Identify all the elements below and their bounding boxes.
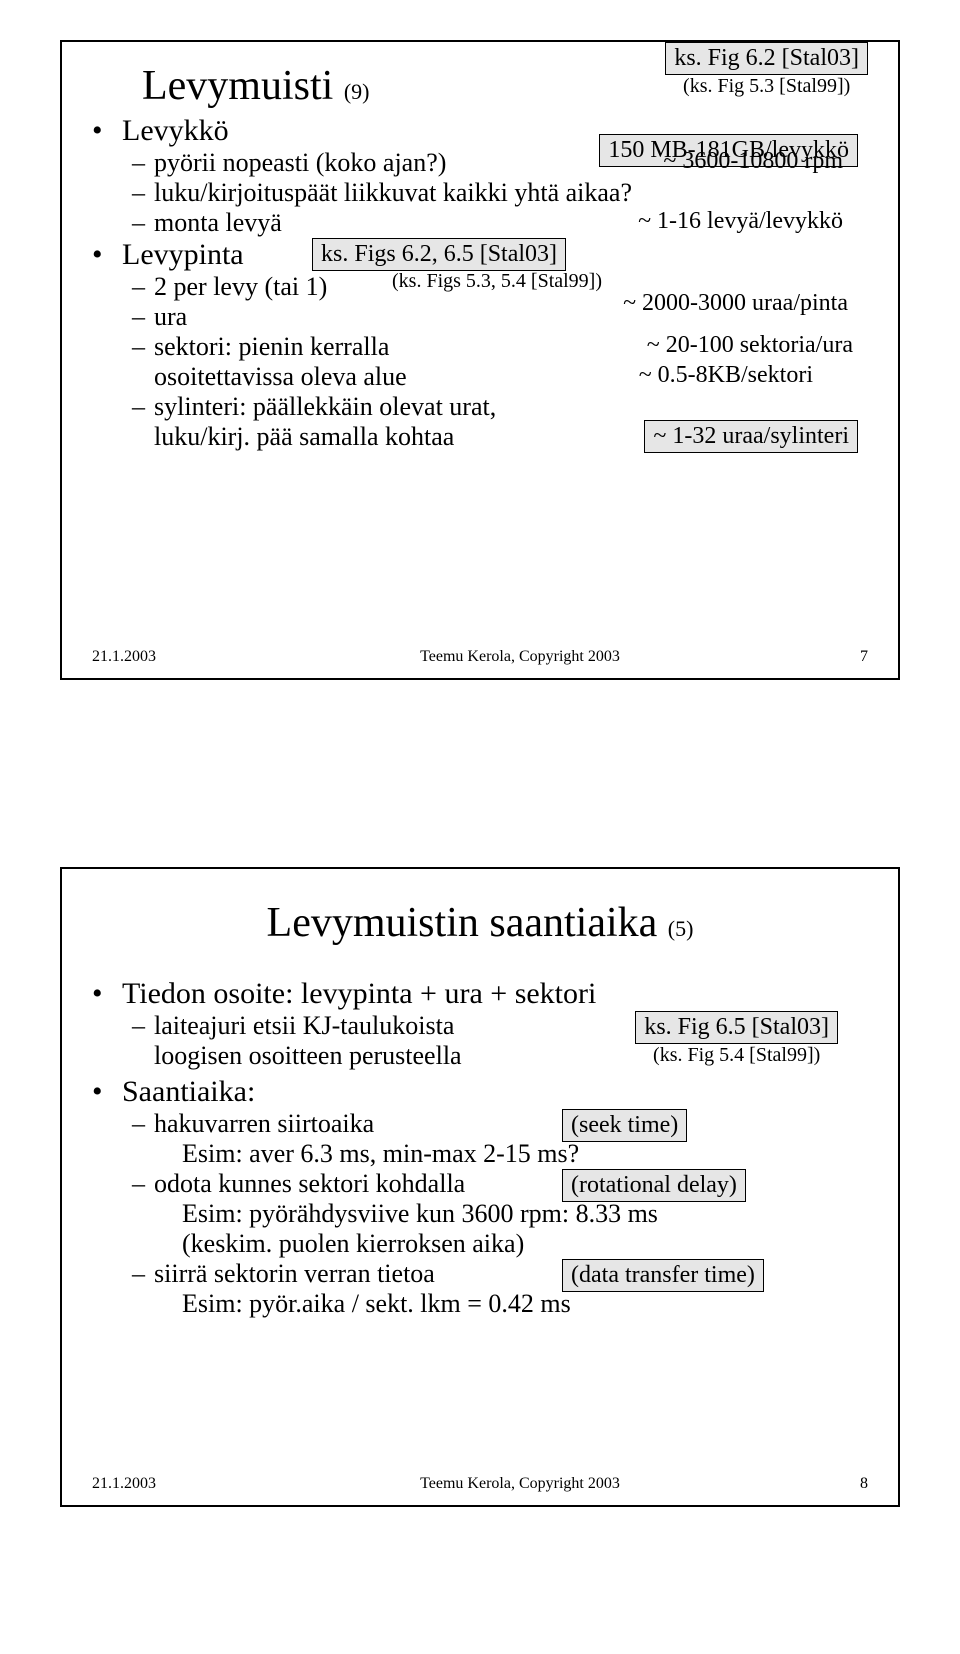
s8-b2b-ex-l2: (keskim. puolen kierroksen aika) [182, 1229, 868, 1259]
s8-b1a-box-sub: (ks. Fig 5.4 [Stal99]) [635, 1044, 838, 1067]
s8-b2a: hakuvarren siirtoaika [132, 1109, 868, 1139]
b2d-l1: sylinteri: päällekkäin olevat urat, [132, 392, 868, 422]
b2-box-wrap: ks. Figs 6.2, 6.5 [Stal03] [312, 238, 566, 271]
footer-center-8: Teemu Kerola, Copyright 2003 [212, 1475, 828, 1493]
title-sub: (9) [344, 79, 370, 104]
footer-7: 21.1.2003 Teemu Kerola, Copyright 2003 7 [92, 648, 868, 666]
slide8-title: Levymuistin saantiaika (5) [92, 899, 868, 947]
b2-box-sub: (ks. Figs 5.3, 5.4 [Stal99]) [392, 270, 602, 293]
b1a-right: ~ 3600-10800 rpm [663, 148, 843, 175]
footer-num-8: 8 [828, 1475, 868, 1493]
content-8: Tiedon osoite: levypinta + ura + sektori… [92, 977, 868, 1319]
s8-b2c-box: (data transfer time) [562, 1259, 764, 1292]
s8-b2b-ex-l1: Esim: pyörähdysviive kun 3600 rpm: 8.33 … [182, 1199, 868, 1229]
b2b: ura [132, 302, 868, 332]
title-text-8: Levymuistin saantiaika [267, 900, 658, 946]
ref-top-box: ks. Fig 6.2 [Stal03] [665, 42, 868, 75]
s8-b1a-box: ks. Fig 6.5 [Stal03] [635, 1011, 838, 1044]
s8-b2a-ex: Esim: aver 6.3 ms, min-max 2-15 ms? [182, 1139, 868, 1169]
s8-b2c-ex: Esim: pyör.aika / sekt. lkm = 0.42 ms [182, 1289, 868, 1319]
page-1: ks. Fig 6.2 [Stal03] (ks. Fig 5.3 [Stal9… [0, 0, 960, 827]
slide-frame-8: Levymuistin saantiaika (5) Tiedon osoite… [60, 867, 900, 1507]
b1b: luku/kirjoituspäät liikkuvat kaikki yhtä… [132, 178, 868, 208]
slide-frame-7: ks. Fig 6.2 [Stal03] (ks. Fig 5.3 [Stal9… [60, 40, 900, 680]
footer-center: Teemu Kerola, Copyright 2003 [212, 648, 828, 666]
page-2: Levymuistin saantiaika (5) Tiedon osoite… [0, 827, 960, 1654]
s8-b2a-box: (seek time) [562, 1109, 687, 1142]
content-7: Levykkö 150 MB-181GB/levykkö pyörii nope… [92, 114, 868, 452]
s8-b1: Tiedon osoite: levypinta + ura + sektori [92, 977, 868, 1011]
b1c-right: ~ 1-16 levyä/levykkö [638, 208, 843, 235]
title-text: Levymuisti [142, 63, 333, 109]
title-sub-8: (5) [668, 916, 694, 941]
b2c-right1: ~ 20-100 sektoria/ura [647, 332, 853, 359]
footer-date: 21.1.2003 [92, 648, 212, 666]
ref-top: ks. Fig 6.2 [Stal03] (ks. Fig 5.3 [Stal9… [665, 42, 868, 98]
s8-b2: Saantiaika: [92, 1075, 868, 1109]
ref-top-sub: (ks. Fig 5.3 [Stal99]) [665, 75, 868, 98]
footer-date-8: 21.1.2003 [92, 1475, 212, 1493]
footer-8: 21.1.2003 Teemu Kerola, Copyright 2003 8 [92, 1475, 868, 1493]
b2-box: ks. Figs 6.2, 6.5 [Stal03] [312, 238, 566, 271]
b2c-right2: ~ 0.5-8KB/sektori [639, 362, 813, 389]
s8-b1a-box-wrap: ks. Fig 6.5 [Stal03] (ks. Fig 5.4 [Stal9… [635, 1011, 838, 1067]
footer-num: 7 [828, 648, 868, 666]
s8-b2b-box: (rotational delay) [562, 1169, 746, 1202]
s8-b2b: odota kunnes sektori kohdalla [132, 1169, 868, 1199]
b2d-right: ~ 1-32 uraa/sylinteri [644, 420, 858, 453]
